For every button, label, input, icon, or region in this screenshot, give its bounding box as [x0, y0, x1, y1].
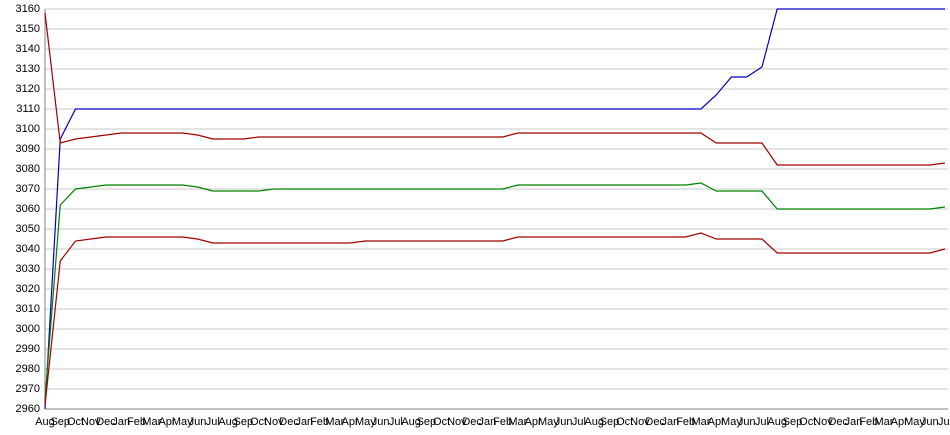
x-tick-label: Jun — [921, 416, 939, 428]
x-tick-label: Oct — [799, 416, 816, 428]
y-tick-label: 2980 — [16, 363, 40, 375]
x-tick-label: May — [904, 416, 925, 428]
x-tick-label: Mar — [508, 416, 527, 428]
x-tick-label: Sep — [600, 416, 620, 428]
x-tick-label: Dec — [96, 416, 116, 428]
x-tick-label: Nov — [81, 416, 101, 428]
y-tick-label: 2970 — [16, 383, 40, 395]
x-tick-label: Apr — [708, 416, 725, 428]
y-tick-label: 3070 — [16, 183, 40, 195]
y-tick-label: 3150 — [16, 23, 40, 35]
x-tick-label: Jan — [662, 416, 680, 428]
x-tick-label: Nov — [813, 416, 833, 428]
x-tick-label: Jul — [572, 416, 586, 428]
y-tick-label: 3100 — [16, 123, 40, 135]
x-tick-label: Aug — [767, 416, 787, 428]
x-tick-label: Apr — [158, 416, 175, 428]
x-tick-label: Nov — [630, 416, 650, 428]
x-tick-label: Jul — [755, 416, 769, 428]
y-tick-label: 2960 — [16, 403, 40, 415]
x-tick-label: May — [172, 416, 193, 428]
x-tick-label: Oct — [67, 416, 84, 428]
x-tick-label: Apr — [342, 416, 359, 428]
x-tick-label: Sep — [50, 416, 70, 428]
y-tick-label: 3040 — [16, 243, 40, 255]
y-tick-label: 3120 — [16, 83, 40, 95]
series-line — [44, 8, 945, 410]
x-tick-label: Feb — [310, 416, 329, 428]
x-tick-label: Mar — [325, 416, 344, 428]
x-tick-label: Oct — [433, 416, 450, 428]
x-tick-label: Jan — [478, 416, 496, 428]
y-tick-label: 3050 — [16, 223, 40, 235]
x-tick-label: Dec — [279, 416, 299, 428]
x-tick-label: Jul — [389, 416, 403, 428]
y-tick-label: 3060 — [16, 203, 40, 215]
y-tick-label: 3000 — [16, 323, 40, 335]
y-tick-label: 3010 — [16, 303, 40, 315]
x-tick-label: Jun — [372, 416, 390, 428]
x-tick-label: Dec — [828, 416, 848, 428]
x-tick-label: Feb — [859, 416, 878, 428]
x-tick-label: Oct — [616, 416, 633, 428]
x-tick-label: May — [355, 416, 376, 428]
x-tick-label: Dec — [645, 416, 665, 428]
y-tick-label: 3110 — [16, 103, 40, 115]
x-tick-label: Jun — [738, 416, 756, 428]
x-tick-label: Jan — [845, 416, 863, 428]
x-tick-label: Mar — [875, 416, 894, 428]
x-tick-label: Feb — [676, 416, 695, 428]
x-tick-label: May — [721, 416, 742, 428]
x-tick-label: Feb — [127, 416, 146, 428]
x-tick-label: Jan — [295, 416, 313, 428]
x-tick-label: Dec — [462, 416, 482, 428]
x-tick-label: Jan — [112, 416, 130, 428]
x-tick-label: Sep — [417, 416, 437, 428]
x-tick-label: Aug — [218, 416, 238, 428]
x-tick-label: Apr — [891, 416, 908, 428]
x-tick-label: Mar — [691, 416, 710, 428]
x-tick-label: Aug — [35, 416, 55, 428]
x-tick-label: Apr — [525, 416, 542, 428]
y-tick-label: 3140 — [16, 43, 40, 55]
y-tick-label: 3030 — [16, 263, 40, 275]
y-tick-label: 3130 — [16, 63, 40, 75]
x-tick-label: Nov — [264, 416, 284, 428]
series-line — [44, 12, 946, 166]
x-tick-label: Aug — [584, 416, 604, 428]
x-tick-label: Sep — [783, 416, 803, 428]
x-tick-label: Aug — [401, 416, 421, 428]
series-line — [44, 182, 946, 400]
x-tick-label: Jun — [189, 416, 207, 428]
series-line — [44, 232, 946, 406]
x-tick-label: Jul — [938, 416, 950, 428]
y-tick-label: 3090 — [16, 143, 40, 155]
y-tick-label: 3160 — [16, 3, 40, 15]
x-tick-label: Feb — [493, 416, 512, 428]
y-tick-label: 3020 — [16, 283, 40, 295]
x-tick-label: May — [538, 416, 559, 428]
x-tick-label: Jul — [206, 416, 220, 428]
x-tick-label: Mar — [142, 416, 161, 428]
y-tick-label: 2990 — [16, 343, 40, 355]
y-tick-label: 3080 — [16, 163, 40, 175]
x-tick-label: Sep — [234, 416, 254, 428]
x-tick-label: Jun — [555, 416, 573, 428]
x-tick-label: Oct — [250, 416, 267, 428]
x-tick-label: Nov — [447, 416, 467, 428]
